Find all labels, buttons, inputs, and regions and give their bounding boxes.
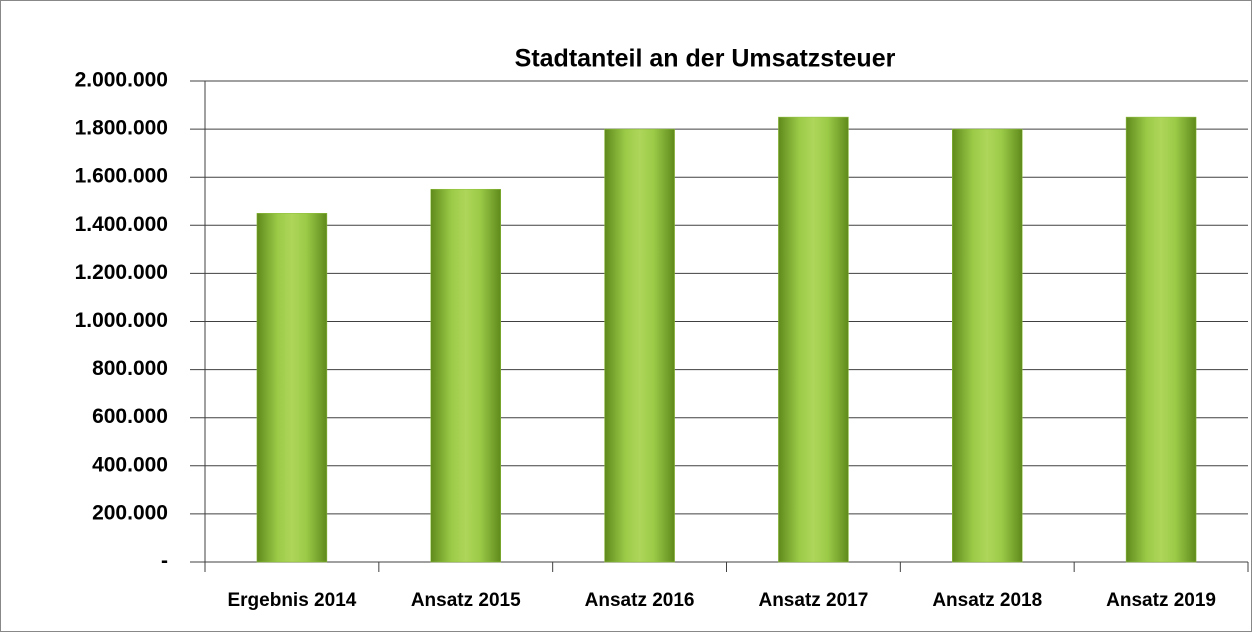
y-tick-label: 800.000	[92, 357, 168, 380]
x-tick-label: Ansatz 2017	[758, 590, 868, 611]
x-tick-label: Ansatz 2019	[1106, 590, 1216, 611]
bar	[952, 128, 1023, 563]
y-tick-label: 1.400.000	[75, 213, 168, 236]
y-tick-label: -	[161, 550, 168, 573]
bar	[778, 116, 849, 563]
y-tick-label: 200.000	[92, 501, 168, 524]
y-tick-label: 1.000.000	[75, 309, 168, 332]
bar	[430, 188, 501, 563]
y-tick-label: 1.800.000	[75, 117, 168, 140]
bar	[1125, 116, 1197, 563]
bar	[256, 213, 328, 563]
y-tick-label: 400.000	[92, 453, 168, 476]
y-tick-label: 1.600.000	[75, 165, 168, 188]
y-tick-label: 600.000	[92, 405, 168, 428]
x-tick-label: Ansatz 2016	[585, 590, 695, 611]
x-tick-label: Ergebnis 2014	[227, 590, 356, 611]
x-tick-label: Ansatz 2018	[932, 590, 1042, 611]
chart-title: Stadtanteil an der Umsatzsteuer	[515, 45, 896, 73]
y-tick-label: 1.200.000	[75, 261, 168, 284]
x-tick-label: Ansatz 2015	[411, 590, 521, 611]
bar	[604, 128, 675, 563]
y-tick-label: 2.000.000	[75, 69, 168, 92]
